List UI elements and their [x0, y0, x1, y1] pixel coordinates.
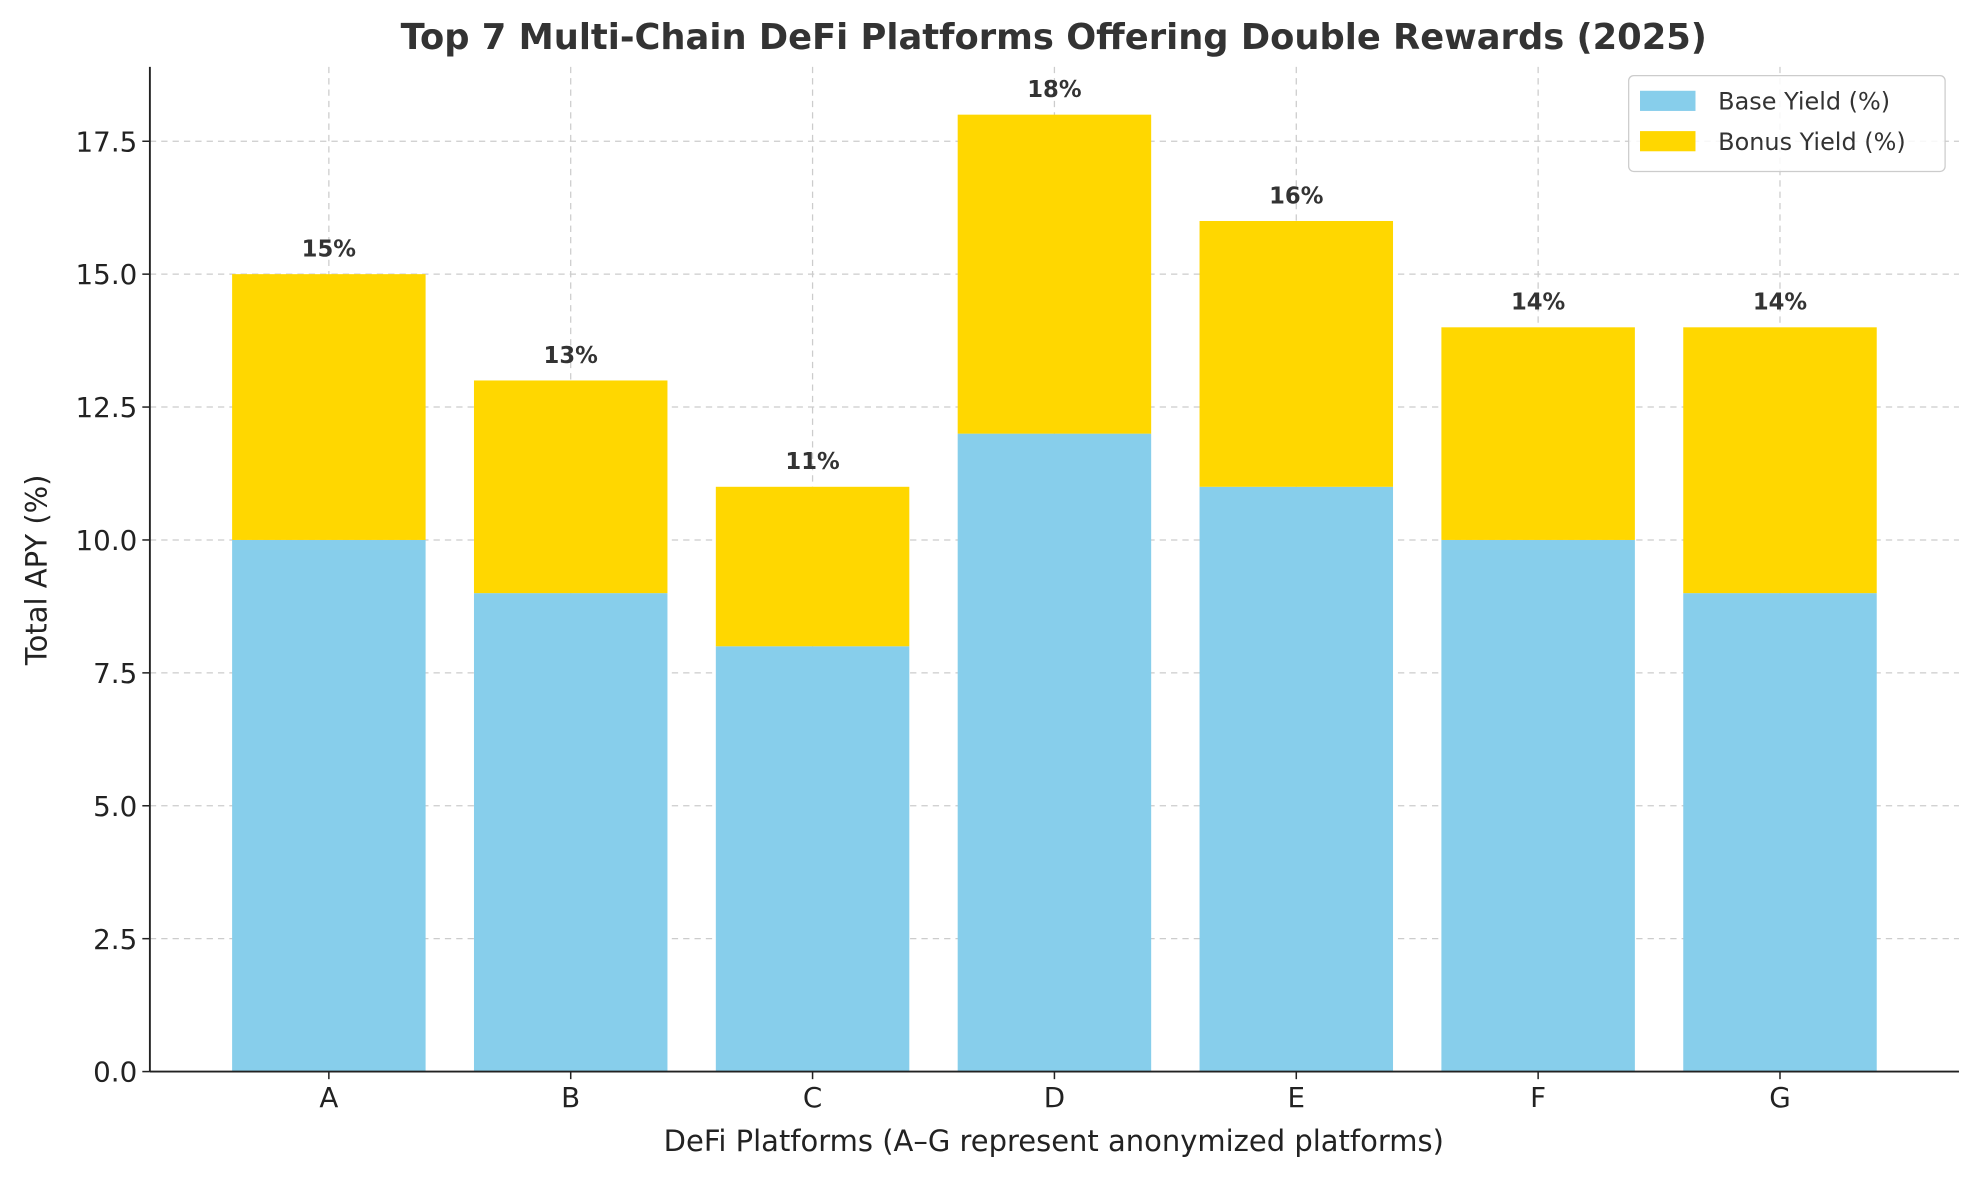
- bar-bonus-B: [473, 380, 668, 594]
- y-tick-label: 17.5: [76, 125, 138, 158]
- bar-bonus-F: [1441, 327, 1635, 540]
- bar-base-G: [1683, 593, 1877, 1072]
- x-tick-label: D: [1044, 1081, 1065, 1114]
- y-axis-label: Total APY (%): [20, 475, 54, 667]
- y-tick-label: 5.0: [93, 790, 137, 823]
- legend-box: [1628, 75, 1946, 173]
- x-tick-label: E: [1288, 1081, 1306, 1114]
- y-tick-label: 12.5: [76, 391, 138, 424]
- bar-bonus-G: [1683, 327, 1877, 594]
- data-label: 14%: [1511, 290, 1566, 316]
- x-tick-label: G: [1769, 1081, 1790, 1114]
- x-tick-label: A: [319, 1081, 338, 1114]
- bar-bonus-E: [1199, 220, 1394, 487]
- legend-swatch: [1640, 131, 1696, 152]
- bar-base-B: [473, 593, 668, 1072]
- y-tick-label: 7.5: [93, 657, 137, 690]
- y-tick-label: 0.0: [93, 1056, 137, 1089]
- y-tick-label: 10.0: [76, 524, 138, 557]
- bar-base-D: [957, 433, 1152, 1072]
- legend-label: Bonus Yield (%): [1718, 128, 1906, 156]
- bar-base-F: [1441, 539, 1635, 1072]
- data-label: 11%: [785, 449, 840, 475]
- x-axis-label: DeFi Platforms (A–G represent anonymized…: [664, 1124, 1444, 1158]
- legend-swatch: [1640, 90, 1696, 111]
- bar-base-A: [232, 539, 426, 1072]
- legend: Base Yield (%) Bonus Yield (%): [1628, 75, 1946, 173]
- legend-label: Base Yield (%): [1718, 88, 1890, 116]
- data-label: 16%: [1269, 183, 1324, 209]
- y-tick-label: 15.0: [76, 258, 138, 291]
- bar-base-C: [715, 646, 910, 1072]
- bars: [232, 114, 1877, 1072]
- data-label: 18%: [1027, 77, 1082, 103]
- bar-bonus-D: [957, 114, 1152, 434]
- x-tick-label: B: [561, 1081, 580, 1114]
- data-label: 13%: [544, 343, 599, 369]
- data-label: 14%: [1753, 290, 1808, 316]
- axes: 0.0 2.5 5.0 7.5 10.0 12.5 15.0 17.5 A B C D E F G: [76, 66, 1959, 1114]
- data-labels: 15% 13% 11% 18% 16% 14% 14%: [302, 77, 1808, 475]
- y-tick-label: 2.5: [93, 923, 137, 956]
- chart-title: Top 7 Multi-Chain DeFi Platforms Offerin…: [401, 17, 1707, 58]
- x-tick-label: C: [803, 1081, 822, 1114]
- data-label: 15%: [302, 236, 357, 262]
- bar-base-E: [1199, 486, 1394, 1072]
- bar-bonus-C: [715, 486, 910, 647]
- x-tick-label: F: [1530, 1081, 1546, 1114]
- bar-bonus-A: [232, 274, 426, 540]
